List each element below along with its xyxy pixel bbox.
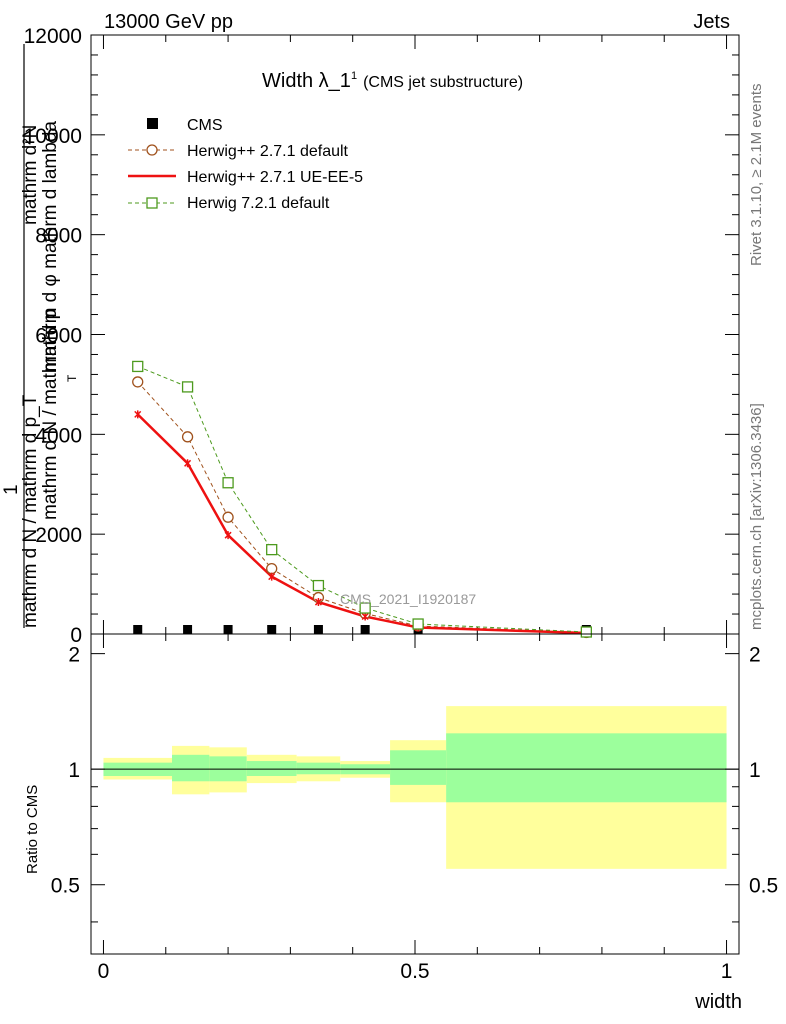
y-label-den-right: mathrm d φ mathrm d lambda <box>40 121 61 372</box>
y-tick-label: 6000 <box>35 325 82 348</box>
y-label-numerator: mathrm d²N <box>20 125 41 225</box>
data-point-cms <box>267 625 277 634</box>
legend-marker-herwig-default <box>146 144 158 156</box>
data-point-herwig-ueee5 <box>224 531 232 540</box>
data-point-herwig7 <box>580 626 592 638</box>
y-tick-label: 4000 <box>35 424 82 447</box>
legend-label-herwig7: Herwig 7.2.1 default <box>187 195 330 212</box>
x-tick-label: 0 <box>98 960 110 983</box>
legend-label-herwig-ueee5: Herwig++ 2.7.1 UE-EE-5 <box>187 169 363 186</box>
rivet-label: Rivet 3.1.10, ≥ 2.1M events <box>748 84 765 267</box>
data-point-herwig-ueee5 <box>134 410 142 419</box>
y-tick-label: 2000 <box>35 524 82 547</box>
data-point-herwig-ueee5 <box>184 459 192 468</box>
ratio-y-tick-label-left: 2 <box>68 644 80 667</box>
ratio-ticks <box>91 634 739 954</box>
ratio-band-inner <box>446 733 727 803</box>
x-tick-label: 1 <box>721 960 733 983</box>
legend: CMS Herwig++ 2.7.1 default Herwig++ 2.7.… <box>128 117 363 212</box>
data-point-herwig-default <box>222 511 234 523</box>
data-point-herwig7 <box>132 360 144 373</box>
legend-label-herwig-default: Herwig++ 2.7.1 default <box>187 143 349 160</box>
series-line-3 <box>137 365 587 633</box>
data-point-cms <box>360 625 370 634</box>
y-tick-label: 8000 <box>35 225 82 248</box>
chart-title-sup: 1 <box>351 70 357 82</box>
data-point-herwig7 <box>266 543 278 556</box>
series-markers <box>132 360 592 639</box>
data-point-herwig-default <box>132 376 144 388</box>
y-label-den-sub: T <box>65 374 79 382</box>
y-tick-label: 10000 <box>24 125 82 148</box>
legend-marker-cms <box>147 118 158 129</box>
ratio-band-inner <box>296 762 341 775</box>
data-point-herwig-ueee5 <box>268 572 276 581</box>
y-label-left-text: mathrm d N / mathrm d p_T <box>20 394 41 628</box>
y-tick-label: 12000 <box>24 25 82 48</box>
data-point-cms <box>223 625 233 634</box>
series-lines <box>136 365 587 635</box>
ratio-y-tick-label-right: 1 <box>749 759 761 782</box>
ratio-plot: 0.5 0.51 12 2 0 0.5 1 Ratio to CMS width <box>24 633 778 1013</box>
data-point-cms <box>313 625 323 634</box>
legend-label-cms: CMS <box>187 117 223 134</box>
analysis-watermark: CMS_2021_I1920187 <box>340 591 476 607</box>
mcplots-label: mcplots.cern.ch [arXiv:1306.3436] <box>748 403 765 630</box>
data-point-herwig-default <box>266 562 278 575</box>
ratio-band-inner <box>246 761 297 776</box>
x-axis-label: width <box>694 991 742 1013</box>
ratio-y-tick-label-left: 1 <box>68 759 80 782</box>
y-tick-labels: 0 2000 4000 6000 8000 10000 12000 <box>24 25 82 647</box>
data-point-cms <box>133 625 143 634</box>
data-point-herwig7 <box>222 477 234 489</box>
y-tick-label: 0 <box>70 624 82 647</box>
data-point-herwig7 <box>359 602 371 614</box>
data-point-herwig-default <box>181 431 194 443</box>
data-point-herwig7 <box>412 618 424 630</box>
y-label-prefix: 1 <box>1 484 22 495</box>
ratio-y-label: Ratio to CMS <box>24 785 41 874</box>
series-line-2 <box>136 413 587 635</box>
y-axis-label: mathrm d²N mathrm d N / mathrm d p_T 1 m… <box>1 44 79 628</box>
y-label-left: mathrm d N / mathrm d p_T <box>20 394 41 628</box>
series-line-1 <box>137 381 587 633</box>
data-point-herwig7 <box>181 381 194 393</box>
legend-marker-herwig7 <box>146 197 158 209</box>
x-tick-label: 0.5 <box>400 960 429 983</box>
ratio-y-tick-label-right: 0.5 <box>749 875 778 898</box>
data-point-herwig-ueee5 <box>361 612 369 621</box>
ratio-y-tick-labels: 0.5 0.5 1 1 2 2 <box>51 644 778 898</box>
header-right: Jets <box>693 11 730 33</box>
data-point-herwig-ueee5 <box>314 598 322 607</box>
y-label-den: mathrm d N / mathrm d p <box>40 309 61 520</box>
main-plot-ticks <box>91 34 739 635</box>
chart-title: Width λ_11 (CMS jet substructure) <box>262 70 523 92</box>
ratio-y-tick-label-left: 0.5 <box>51 875 80 898</box>
data-point-herwig7 <box>312 579 325 592</box>
chart-subtitle: (CMS jet substructure) <box>363 74 523 91</box>
data-point-cms <box>183 625 193 634</box>
y-label-den-left: mathrm d N / mathrm d p <box>40 309 61 520</box>
ratio-band-inner <box>172 754 210 782</box>
ratio-band-inner <box>390 750 447 785</box>
chart-title-main: Width λ_1 <box>262 70 351 92</box>
header-left: 13000 GeV pp <box>104 11 233 33</box>
ratio-y-tick-label-right: 2 <box>749 644 761 667</box>
ratio-bands <box>103 706 727 869</box>
x-tick-labels: 0 0.5 1 <box>98 960 733 983</box>
